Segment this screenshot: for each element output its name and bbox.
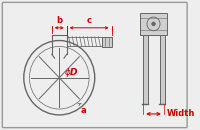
Text: a: a: [81, 106, 86, 115]
Text: b: b: [56, 16, 62, 25]
Text: Width: Width: [167, 109, 195, 118]
Bar: [102, 37, 112, 47]
Bar: [160, 35, 165, 104]
Bar: [143, 35, 148, 104]
Circle shape: [152, 22, 155, 26]
FancyBboxPatch shape: [2, 2, 187, 128]
Text: $\phi$D: $\phi$D: [64, 66, 79, 79]
Text: c: c: [87, 16, 92, 25]
Bar: [140, 13, 167, 35]
